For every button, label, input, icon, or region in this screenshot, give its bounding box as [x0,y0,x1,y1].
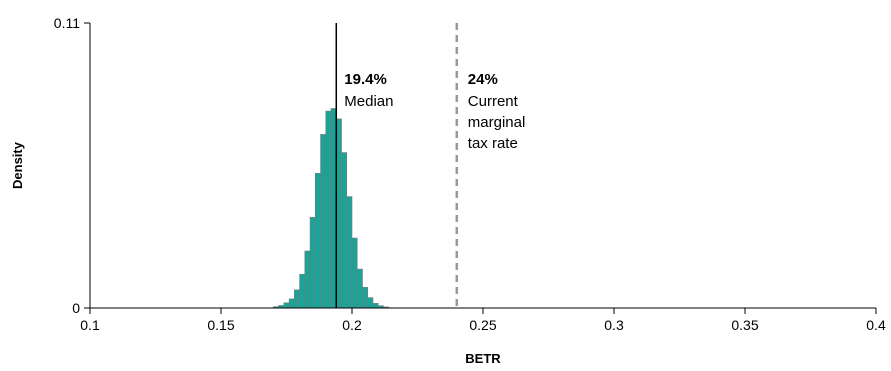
marginal-tax-rate-label-line: Current [468,93,519,110]
x-tick-label: 0.1 [80,317,100,333]
histogram-bar [299,274,306,309]
x-tick-label: 0.25 [469,317,496,333]
marginal-tax-rate-marker: 24% Current marginal tax rate [455,23,526,308]
histogram-bar [367,297,374,309]
histogram-bar [351,237,358,309]
histogram-bar [372,303,379,309]
y-axis-title: Density [10,141,25,189]
histogram-bar [335,118,342,309]
marginal-tax-rate-label-line: tax rate [468,135,518,152]
histogram-bar [356,268,363,309]
median-label: Median [344,93,393,110]
y-tick-label: 0 [72,300,80,316]
histogram-bar [320,134,327,309]
histogram-bar [330,108,337,309]
histogram-bar [362,286,369,309]
median-value-label: 19.4% [344,71,387,88]
histogram-bar [325,110,332,309]
x-tick-label: 0.4 [866,317,886,333]
y-axis-ticks: 00.11 [54,15,90,316]
x-tick-label: 0.35 [731,317,758,333]
histogram-bar [304,250,311,309]
x-tick-label: 0.3 [604,317,624,333]
marginal-tax-rate-label-line: marginal [468,114,526,131]
histogram-bar [309,217,316,309]
x-axis-title: BETR [465,351,501,366]
y-tick-label: 0.11 [54,15,80,31]
histogram-bar [341,152,348,309]
histogram-bar [315,172,321,309]
histogram-bar [346,196,353,309]
histogram-bar [283,302,290,309]
marginal-tax-rate-value-label: 24% [468,71,498,88]
histogram-bar [294,289,300,309]
histogram-bars [273,108,389,309]
x-axis-ticks: 0.1 0.15 0.2 0.25 0.3 0.35 0.4 [80,308,886,333]
x-tick-label: 0.15 [207,317,234,333]
median-marker: 19.4% Median [335,23,393,308]
x-tick-label: 0.2 [342,317,362,333]
histogram-bar [288,298,295,309]
